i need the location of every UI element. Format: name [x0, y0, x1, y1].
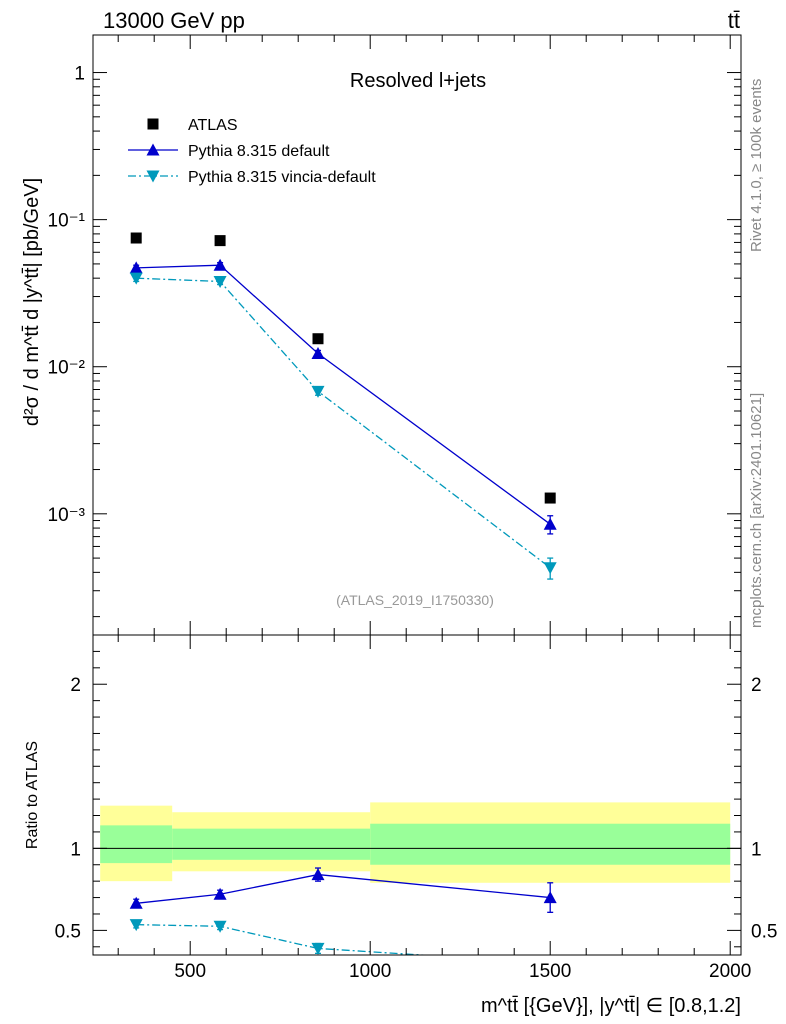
main-panel: Resolved l+jets (ATLAS_2019_I1750330) d²… [21, 34, 742, 636]
y-tick-label: 0.5 [55, 921, 81, 942]
main-title: Resolved l+jets [350, 70, 486, 92]
y-tick-label: 1 [74, 64, 85, 85]
data-point [543, 517, 557, 530]
legend-label: Pythia 8.315 default [188, 143, 330, 160]
ratio-series-pythia_vincia [129, 919, 432, 955]
data-point [311, 385, 325, 398]
x-tick-label: 1500 [529, 961, 571, 982]
ratio-plot-area [93, 802, 741, 955]
ratio-y-axis-label: Ratio to ATLAS [24, 741, 41, 849]
data-point [213, 275, 227, 288]
y-tick-label-right: 1 [751, 839, 762, 860]
main-y-axis-label: d²σ / d m^tt̄ d |y^tt̄| [pb/GeV] [21, 178, 43, 426]
legend-item-atlas: ATLAS [147, 117, 238, 134]
x-tick-label: 500 [174, 961, 206, 982]
legend-label: Pythia 8.315 vincia-default [188, 169, 376, 186]
data-point [129, 261, 143, 274]
ratio-line-pythia_vincia [136, 923, 432, 955]
series-pythia_default [129, 258, 557, 535]
y-tick-label: 2 [70, 675, 81, 696]
y-tick-label: 1 [70, 839, 81, 860]
series-pythia_vincia [129, 272, 557, 580]
series-atlas [130, 232, 556, 504]
energy-label: 13000 GeV pp [103, 8, 245, 33]
ratio-point [129, 919, 143, 932]
legend: ATLAS Pythia 8.315 default Pythia 8.315 vi… [128, 117, 376, 186]
ratio-y-axis: 0.5 0.5 1 1 2 2 [55, 634, 777, 948]
ratio-frame [92, 634, 742, 956]
series-line-pythia_default [136, 264, 551, 525]
legend-item-pythia_default: Pythia 8.315 default [128, 143, 330, 160]
analysis-label: (ATLAS_2019_I1750330) [336, 592, 494, 608]
data-point [312, 333, 324, 345]
y-tick-label: 10⁻¹ [48, 211, 86, 232]
legend-label: ATLAS [188, 117, 238, 134]
legend-marker [146, 143, 160, 156]
ratio-point [311, 942, 325, 955]
data-point [214, 235, 226, 247]
ratio-point [543, 891, 557, 904]
main-y-axis: 1 10⁻¹ 10⁻² 10⁻³ [48, 35, 741, 635]
legend-marker [147, 118, 159, 130]
series-line-pythia_vincia [136, 277, 551, 569]
ratio-point [213, 887, 227, 900]
x-axis-label: m^tt̄ [{GeV}], |y^tt̄| ∈ [0.8,1.2] [481, 995, 741, 1017]
ratio-panel: Ratio to ATLAS m^tt̄ [{GeV}], |y^tt̄| ∈ … [24, 634, 777, 1017]
ratio-line-pythia_default [136, 873, 551, 904]
legend-item-pythia_vincia: Pythia 8.315 vincia-default [128, 169, 376, 186]
legend-marker [146, 170, 160, 183]
main-plot-area [129, 232, 557, 580]
uncertainty-band-inner [172, 828, 371, 860]
ratio-x-axis: 500 1000 1500 2000 [117, 635, 751, 982]
y-tick-label-right: 0.5 [751, 921, 777, 942]
data-point [311, 347, 325, 360]
y-tick-label-right: 2 [751, 675, 762, 696]
y-tick-label: 10⁻³ [48, 505, 86, 526]
rivet-label: Rivet 4.1.0, ≥ 100k events [748, 79, 765, 252]
data-point [544, 492, 556, 504]
ratio-point [129, 896, 143, 909]
x-tick-label: 1000 [349, 961, 391, 982]
uncertainty-band-inner [100, 825, 173, 864]
source-label: mcplots.cern.ch [arXiv:2401.10621] [748, 393, 765, 628]
data-point [130, 232, 142, 244]
ratio-series-pythia_default [129, 867, 557, 913]
uncertainty-band-inner [370, 823, 731, 865]
process-label: tt̄ [728, 8, 740, 33]
y-tick-label: 10⁻² [48, 358, 86, 379]
data-point [213, 258, 227, 271]
data-point [543, 562, 557, 575]
ratio-point [311, 868, 325, 881]
data-point [129, 272, 143, 285]
x-tick-label: 2000 [709, 961, 751, 982]
ratio-point [213, 920, 227, 933]
